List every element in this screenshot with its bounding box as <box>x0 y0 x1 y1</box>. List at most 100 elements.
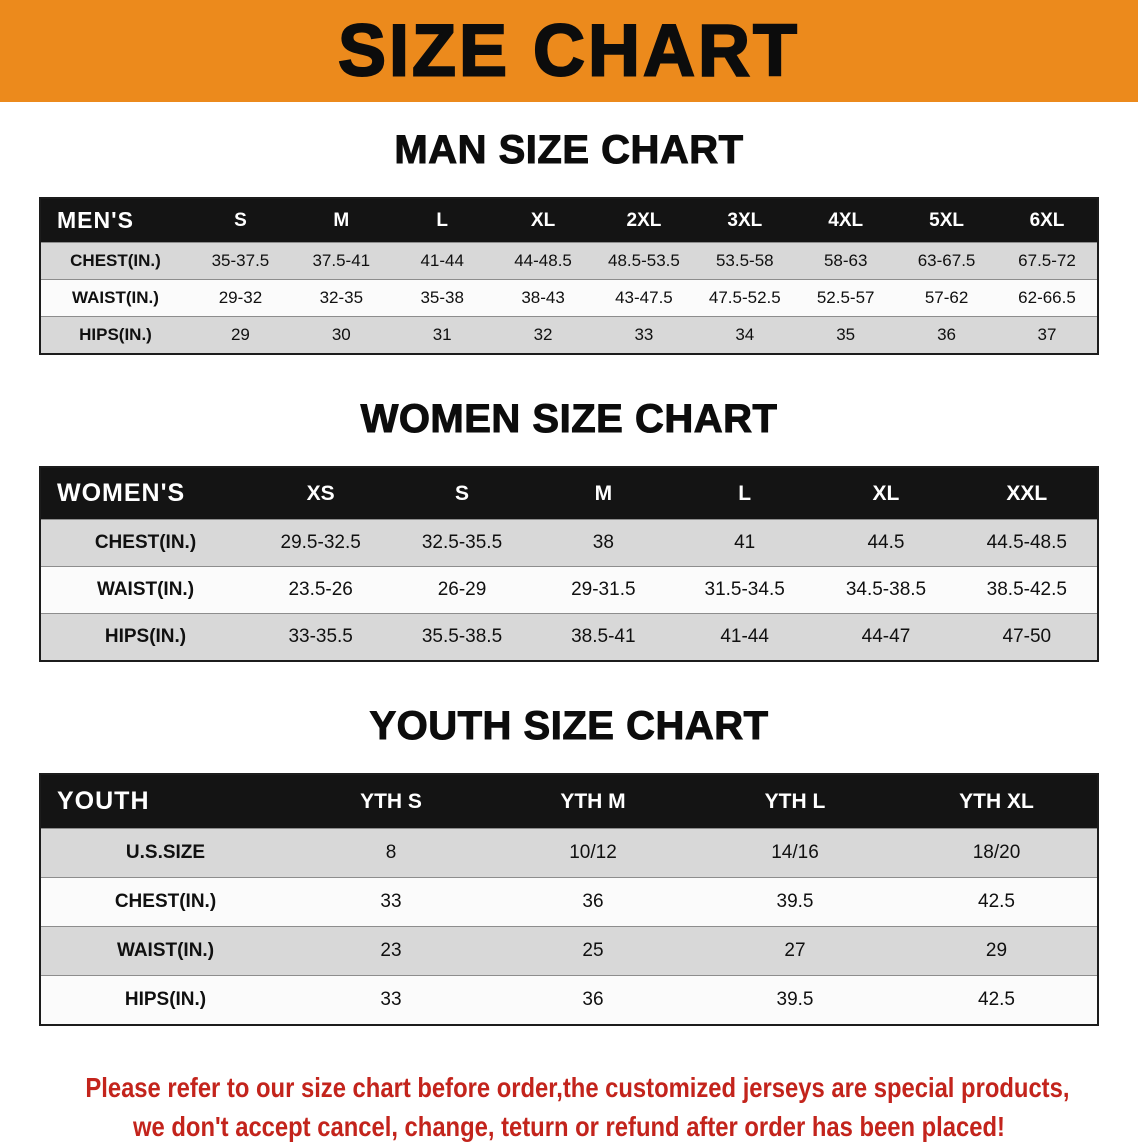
size-value-cell: 42.5 <box>896 877 1098 927</box>
youth-size-table: YOUTH YTH S YTH M YTH L YTH XL U.S.SIZE 8 10/12… <box>39 773 1099 1026</box>
size-column-header: L <box>391 198 493 243</box>
table-header-row: YOUTH YTH S YTH M YTH L YTH XL <box>40 774 1098 829</box>
size-value-cell: 30 <box>290 316 392 354</box>
size-value-cell: 36 <box>492 975 694 1025</box>
size-value-cell: 8 <box>290 828 492 878</box>
row-label: U.S.SIZE <box>40 828 290 878</box>
row-label: HIPS(IN.) <box>40 613 250 661</box>
size-column-header: S <box>190 198 291 243</box>
size-value-cell: 37.5-41 <box>290 242 392 280</box>
size-value-cell: 44.5 <box>815 519 957 567</box>
table-row: CHEST(IN.) 29.5-32.5 32.5-35.5 38 41 44.5 44.5… <box>40 519 1098 567</box>
size-column-header: M <box>290 198 392 243</box>
size-value-cell: 36 <box>896 316 997 354</box>
table-row: HIPS(IN.) 33-35.5 35.5-38.5 38.5-41 41-44 44-… <box>40 613 1098 661</box>
size-column-header: YTH S <box>290 774 492 829</box>
size-value-cell: 32.5-35.5 <box>391 519 533 567</box>
size-value-cell: 36 <box>492 877 694 927</box>
table-corner-label: YOUTH <box>40 774 290 829</box>
size-column-header: YTH XL <box>896 774 1098 829</box>
youth-section-heading: YOUTH SIZE CHART <box>369 704 769 749</box>
size-value-cell: 48.5-53.5 <box>593 242 695 280</box>
size-column-header: XL <box>815 467 957 520</box>
size-value-cell: 34 <box>694 316 796 354</box>
size-value-cell: 63-67.5 <box>896 242 997 280</box>
size-value-cell: 33 <box>593 316 695 354</box>
row-label: WAIST(IN.) <box>40 926 290 976</box>
page-title: SIZE CHART <box>337 10 800 92</box>
row-label: CHEST(IN.) <box>40 519 250 567</box>
table-row: U.S.SIZE 8 10/12 14/16 18/20 <box>40 828 1098 878</box>
table-row: WAIST(IN.) 23 25 27 29 <box>40 926 1098 976</box>
size-value-cell: 32 <box>492 316 594 354</box>
size-column-header: XL <box>492 198 594 243</box>
size-value-cell: 58-63 <box>795 242 897 280</box>
size-column-header: YTH L <box>694 774 896 829</box>
size-value-cell: 38.5-41 <box>532 613 674 661</box>
table-header-row: WOMEN'S XS S M L XL XXL <box>40 467 1098 520</box>
table-row: CHEST(IN.) 33 36 39.5 42.5 <box>40 877 1098 927</box>
size-value-cell: 53.5-58 <box>694 242 796 280</box>
size-value-cell: 29-32 <box>190 279 291 317</box>
size-value-cell: 39.5 <box>694 975 896 1025</box>
women-size-section: WOMEN SIZE CHART WOMEN'S XS S M L XL XXL CHEST(… <box>0 397 1138 662</box>
size-value-cell: 39.5 <box>694 877 896 927</box>
size-value-cell: 44-47 <box>815 613 957 661</box>
youth-size-section: YOUTH SIZE CHART YOUTH YTH S YTH M YTH L YTH… <box>0 704 1138 1026</box>
size-value-cell: 27 <box>694 926 896 976</box>
banner: SIZE CHART <box>0 0 1138 102</box>
size-value-cell: 35 <box>795 316 897 354</box>
table-corner-label: MEN'S <box>40 198 190 243</box>
size-value-cell: 29 <box>190 316 291 354</box>
size-value-cell: 38 <box>532 519 674 567</box>
size-column-header: S <box>391 467 533 520</box>
size-value-cell: 31.5-34.5 <box>673 566 816 614</box>
notice-line-2: we don't accept cancel, change, teturn o… <box>133 1111 1005 1143</box>
size-column-header: YTH M <box>492 774 694 829</box>
size-column-header: L <box>673 467 816 520</box>
table-row: CHEST(IN.) 35-37.5 37.5-41 41-44 44-48.5 48.5… <box>40 242 1098 280</box>
size-value-cell: 31 <box>391 316 493 354</box>
size-value-cell: 35-38 <box>391 279 493 317</box>
size-column-header: M <box>532 467 674 520</box>
row-label: HIPS(IN.) <box>40 316 190 354</box>
table-header-row: MEN'S S M L XL 2XL 3XL 4XL 5XL 6XL <box>40 198 1098 243</box>
row-label: CHEST(IN.) <box>40 242 190 280</box>
size-value-cell: 42.5 <box>896 975 1098 1025</box>
row-label: CHEST(IN.) <box>40 877 290 927</box>
men-size-section: MAN SIZE CHART MEN'S S M L XL 2XL 3XL 4XL 5XL 6XL… <box>0 128 1138 355</box>
size-value-cell: 37 <box>997 316 1098 354</box>
size-column-header: 3XL <box>694 198 796 243</box>
size-column-header: 5XL <box>896 198 997 243</box>
size-value-cell: 38-43 <box>492 279 594 317</box>
size-column-header: 2XL <box>593 198 695 243</box>
size-value-cell: 14/16 <box>694 828 896 878</box>
size-value-cell: 47.5-52.5 <box>694 279 796 317</box>
row-label: WAIST(IN.) <box>40 566 250 614</box>
content: MAN SIZE CHART MEN'S S M L XL 2XL 3XL 4XL 5XL 6XL… <box>0 102 1138 1026</box>
row-label: HIPS(IN.) <box>40 975 290 1025</box>
women-size-table: WOMEN'S XS S M L XL XXL CHEST(IN.) 29.5-32.5 32.5… <box>39 466 1099 662</box>
size-column-header: 6XL <box>997 198 1098 243</box>
size-value-cell: 35.5-38.5 <box>391 613 533 661</box>
size-value-cell: 67.5-72 <box>997 242 1098 280</box>
size-value-cell: 32-35 <box>290 279 392 317</box>
size-value-cell: 10/12 <box>492 828 694 878</box>
footer-notice: Please refer to our size chart before or… <box>0 1068 1138 1146</box>
size-value-cell: 33-35.5 <box>250 613 392 661</box>
size-column-header: XS <box>250 467 392 520</box>
size-value-cell: 33 <box>290 975 492 1025</box>
size-value-cell: 34.5-38.5 <box>815 566 957 614</box>
size-value-cell: 62-66.5 <box>997 279 1098 317</box>
size-value-cell: 52.5-57 <box>795 279 897 317</box>
size-value-cell: 43-47.5 <box>593 279 695 317</box>
size-value-cell: 47-50 <box>956 613 1098 661</box>
size-value-cell: 23.5-26 <box>250 566 392 614</box>
size-value-cell: 29-31.5 <box>532 566 674 614</box>
table-row: WAIST(IN.) 29-32 32-35 35-38 38-43 43-47.5 47.… <box>40 279 1098 317</box>
size-value-cell: 33 <box>290 877 492 927</box>
size-value-cell: 57-62 <box>896 279 997 317</box>
size-value-cell: 44.5-48.5 <box>956 519 1098 567</box>
women-section-heading: WOMEN SIZE CHART <box>360 397 778 442</box>
